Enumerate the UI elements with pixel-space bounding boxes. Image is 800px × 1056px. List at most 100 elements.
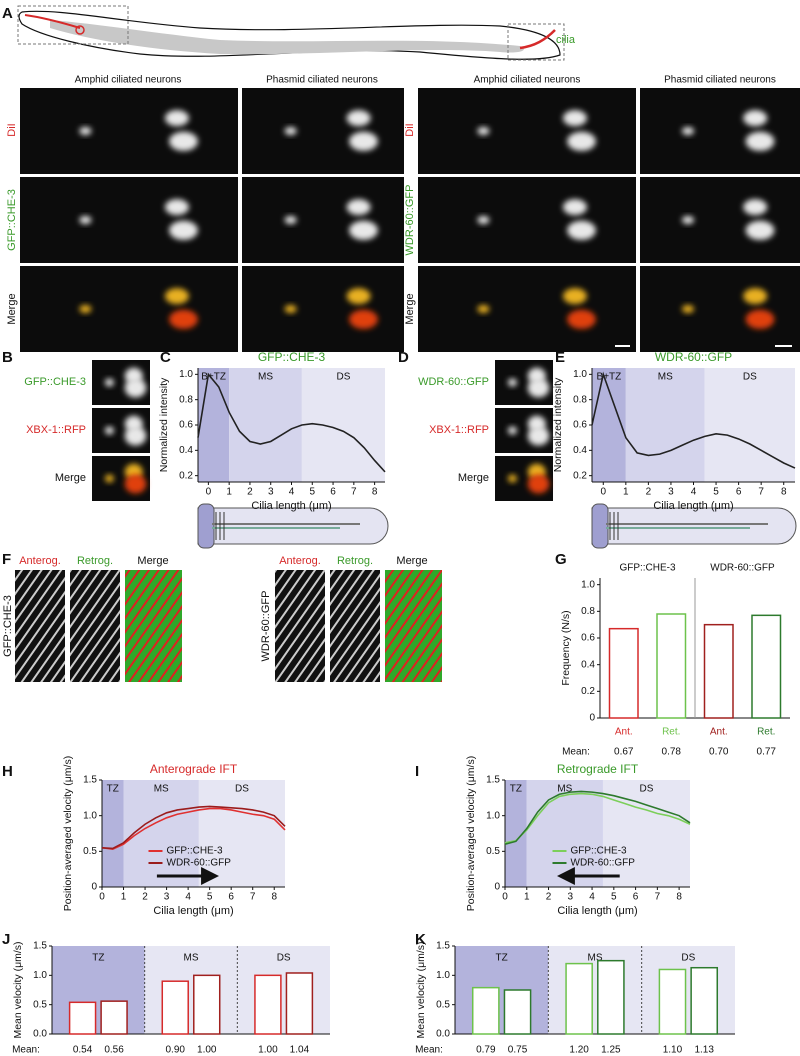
x-tick-label: 1 bbox=[226, 487, 232, 498]
x-tick-label: 1 bbox=[121, 892, 127, 903]
value-label: 1.13 bbox=[694, 1045, 714, 1056]
x-axis-label: Cilia length (μm) bbox=[251, 500, 331, 512]
signal bbox=[346, 110, 371, 127]
bar bbox=[285, 972, 314, 1035]
value-label: 0.54 bbox=[73, 1045, 93, 1056]
region-label: TZ bbox=[510, 784, 522, 795]
region bbox=[144, 946, 238, 1034]
x-tick-label: 0 bbox=[99, 892, 105, 903]
column-label: Retrog. bbox=[337, 555, 373, 567]
region-label: MS bbox=[658, 372, 673, 383]
chart-title: Retrograde IFT bbox=[557, 762, 639, 776]
signal bbox=[507, 474, 517, 483]
y-tick-label: 1.5 bbox=[486, 775, 500, 786]
x-tick-label: 8 bbox=[676, 892, 682, 903]
signal bbox=[562, 288, 587, 305]
signal bbox=[164, 288, 189, 305]
signal bbox=[745, 220, 775, 240]
bar bbox=[565, 962, 593, 1035]
y-tick-label: 0 bbox=[91, 882, 97, 893]
bar bbox=[690, 966, 719, 1035]
y-tick-label: 1.5 bbox=[436, 941, 450, 952]
signal bbox=[79, 216, 92, 224]
signal bbox=[527, 426, 550, 446]
signal bbox=[567, 309, 596, 329]
column-label: Anterog. bbox=[19, 555, 61, 567]
bar bbox=[597, 959, 625, 1035]
value-label: 0.70 bbox=[709, 747, 729, 758]
category-label: Ret. bbox=[757, 727, 775, 738]
legend-label: WDR-60::GFP bbox=[571, 858, 636, 869]
panel-label: D bbox=[398, 349, 409, 366]
x-tick-label: 7 bbox=[655, 892, 661, 903]
signal bbox=[104, 426, 114, 435]
series-line bbox=[101, 805, 286, 850]
region bbox=[641, 946, 735, 1034]
micrograph bbox=[640, 266, 800, 352]
signal bbox=[477, 216, 490, 224]
row-label: WDR-60::GFP bbox=[404, 185, 416, 256]
signal bbox=[745, 309, 775, 329]
x-tick-label: 3 bbox=[164, 892, 170, 903]
y-tick-label: 1.5 bbox=[83, 775, 97, 786]
panel-label: K bbox=[415, 931, 426, 948]
y-tick-label: 0.0 bbox=[436, 1029, 450, 1040]
signal bbox=[743, 110, 768, 127]
panel-label: C bbox=[160, 349, 171, 366]
panel-label: F bbox=[2, 551, 11, 568]
value-label: 1.10 bbox=[663, 1045, 683, 1056]
x-tick-label: 6 bbox=[633, 892, 639, 903]
signal bbox=[745, 131, 775, 151]
y-tick-label: 0.8 bbox=[581, 606, 595, 617]
signal bbox=[743, 199, 768, 216]
signal bbox=[284, 216, 297, 224]
y-tick-label: 1.0 bbox=[33, 970, 47, 981]
y-tick-label: 0.5 bbox=[486, 846, 500, 857]
kymograph bbox=[275, 570, 325, 682]
signal bbox=[169, 220, 198, 240]
y-tick-label: 1.0 bbox=[83, 810, 97, 821]
row-label: WDR-60::GFP bbox=[418, 376, 489, 388]
kymograph bbox=[70, 570, 120, 682]
signal bbox=[477, 127, 490, 135]
micrograph bbox=[640, 177, 800, 263]
bar bbox=[193, 974, 221, 1035]
signal bbox=[124, 426, 147, 446]
x-tick-label: 8 bbox=[271, 892, 277, 903]
signal bbox=[104, 474, 114, 483]
y-tick-label: 0.0 bbox=[33, 1029, 47, 1040]
y-tick-label: 0.6 bbox=[179, 420, 193, 431]
x-tick-label: 4 bbox=[691, 487, 697, 498]
x-tick-label: 2 bbox=[646, 487, 652, 498]
x-tick-label: 1 bbox=[623, 487, 629, 498]
panel-label: H bbox=[2, 763, 13, 780]
column-label: Amphid ciliated neurons bbox=[474, 75, 581, 86]
x-tick-label: 6 bbox=[330, 487, 336, 498]
row-label: GFP::CHE-3 bbox=[2, 595, 14, 657]
micrograph bbox=[242, 266, 404, 352]
y-axis-label: Mean velocity (μm/s) bbox=[12, 941, 24, 1038]
row-label: DiI bbox=[404, 123, 416, 136]
signal bbox=[169, 131, 198, 151]
mean-label: Mean: bbox=[415, 1045, 443, 1056]
bar bbox=[656, 613, 687, 719]
x-tick-label: 1 bbox=[524, 892, 530, 903]
region bbox=[198, 368, 230, 482]
row-label: Merge bbox=[6, 293, 18, 324]
value-label: 1.25 bbox=[601, 1045, 621, 1056]
kymograph bbox=[125, 570, 182, 682]
legend-label: GFP::CHE-3 bbox=[167, 846, 224, 857]
bar bbox=[254, 974, 282, 1035]
cilium-diagram bbox=[197, 503, 389, 549]
y-axis-label: Normalized intensity bbox=[552, 377, 564, 472]
region-label: DS bbox=[743, 372, 757, 383]
row-label: XBX-1::RFP bbox=[26, 424, 86, 436]
value-label: 0.77 bbox=[757, 747, 777, 758]
panel-label: G bbox=[555, 551, 567, 568]
x-tick-label: 4 bbox=[289, 487, 295, 498]
y-tick-label: 1.0 bbox=[486, 810, 500, 821]
bar bbox=[161, 980, 189, 1035]
x-tick-label: 6 bbox=[736, 487, 742, 498]
x-tick-label: 5 bbox=[309, 487, 315, 498]
bar bbox=[503, 989, 532, 1035]
